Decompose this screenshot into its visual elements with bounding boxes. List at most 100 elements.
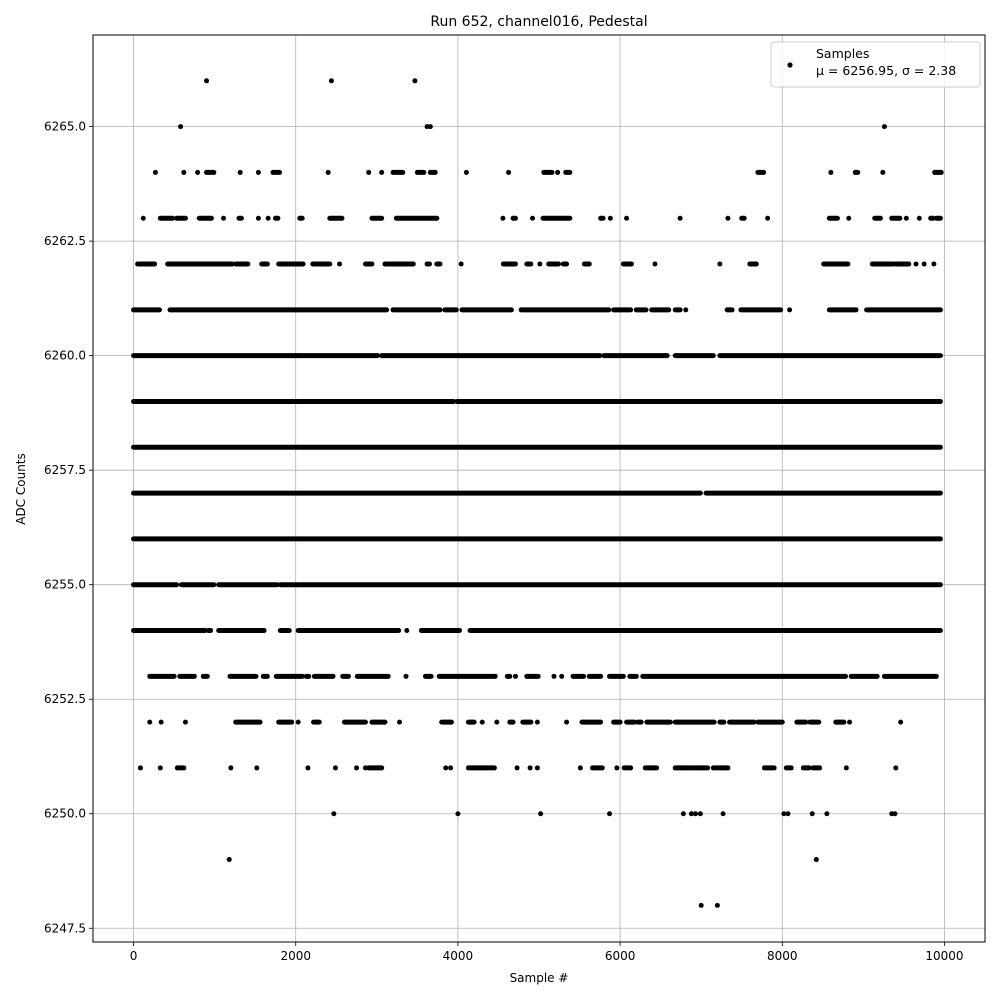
data-point [195,169,201,175]
data-point [147,719,153,725]
data-point [698,902,704,908]
data-point [305,765,311,771]
data-point [537,261,543,267]
data-point [403,673,409,679]
data-point [157,765,163,771]
data-point [479,719,485,725]
y-tick-label: 6257.5 [44,463,86,477]
data-point [720,811,726,817]
data-point [921,261,927,267]
data-point [140,215,146,221]
y-tick-label: 6252.5 [44,692,86,706]
data-point [331,811,337,817]
plot-area-frame [92,34,986,943]
x-tick-label: 0 [130,949,138,963]
data-point [725,215,731,221]
data-point [265,215,271,221]
data-point [178,124,184,130]
data-point [555,169,561,175]
legend-stats-label: μ = 6256.95, σ = 2.38 [816,63,956,78]
data-point [534,719,540,725]
data-point [551,673,557,679]
data-point [624,215,630,221]
y-tick-label: 6262.5 [44,234,86,248]
data-point [255,215,261,221]
data-point [564,719,570,725]
y-axis-label: ADC Counts [14,453,28,525]
x-axis-label: Sample # [510,971,569,985]
data-point [397,719,403,725]
data-point [325,169,331,175]
data-point [892,811,898,817]
legend: Samples μ = 6256.95, σ = 2.38 [770,41,981,88]
legend-box [770,41,981,88]
data-point [448,765,454,771]
x-tick-label: 6000 [605,949,636,963]
data-point [354,765,360,771]
data-point [881,124,887,130]
y-tick-label: 6265.0 [44,120,86,134]
data-point [931,261,937,267]
data-point [843,765,849,771]
x-tick-label: 8000 [767,949,798,963]
data-point [427,124,433,130]
data-point [607,811,613,817]
data-point [607,215,613,221]
data-point [903,215,909,221]
data-point [614,765,620,771]
data-point [813,857,819,863]
data-point [512,673,518,679]
data-point [254,765,260,771]
data-point [295,719,301,725]
data-point [683,307,689,313]
data-point [697,811,703,817]
data-point [226,857,232,863]
data-points [131,78,944,908]
data-point [366,169,372,175]
legend-series-name: Samples [816,46,869,61]
data-point [765,215,771,221]
data-point [458,261,464,267]
y-tick-label: 6255.0 [44,578,86,592]
data-point [506,169,512,175]
data-point [412,78,418,84]
data-point [680,811,686,817]
data-point [237,169,243,175]
data-point [534,765,540,771]
data-point [913,261,919,267]
data-point [379,169,385,175]
data-point [530,215,536,221]
data-point [538,811,544,817]
data-point [158,719,164,725]
data-point [204,78,210,84]
data-point [255,169,261,175]
data-point [677,215,683,221]
data-point [463,169,469,175]
data-point [332,765,338,771]
data-point [693,811,699,817]
y-tick-label: 6250.0 [44,807,86,821]
data-point [916,215,922,221]
data-point [337,261,343,267]
data-point [527,765,533,771]
x-axis-ticks: 0 2000 4000 6000 8000 10000 [130,942,964,963]
data-point [328,78,334,84]
y-tick-label: 6247.5 [44,921,86,935]
data-point [221,215,227,221]
data-point [847,719,853,725]
x-tick-label: 2000 [280,949,311,963]
data-point [828,169,834,175]
x-tick-label: 10000 [925,949,963,963]
data-point [652,261,658,267]
data-point [717,261,723,267]
data-point [500,215,506,221]
x-tick-label: 4000 [443,949,474,963]
data-point [137,765,143,771]
data-point [809,811,815,817]
data-point [714,902,720,908]
data-point [824,811,830,817]
data-point [893,765,899,771]
data-point [152,169,158,175]
